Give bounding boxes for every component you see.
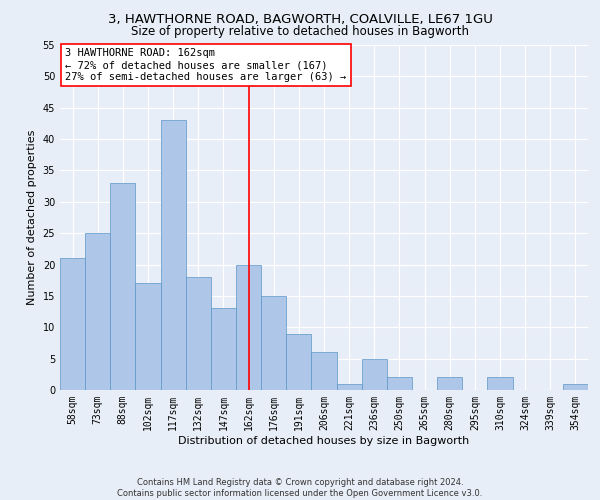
Text: Size of property relative to detached houses in Bagworth: Size of property relative to detached ho… [131, 25, 469, 38]
Bar [337, 384, 362, 390]
Text: 3, HAWTHORNE ROAD, BAGWORTH, COALVILLE, LE67 1GU: 3, HAWTHORNE ROAD, BAGWORTH, COALVILLE, … [107, 12, 493, 26]
Bar [211, 308, 236, 390]
Bar [311, 352, 337, 390]
Y-axis label: Number of detached properties: Number of detached properties [27, 130, 37, 305]
Bar [362, 358, 387, 390]
Bar [387, 378, 412, 390]
Bar [261, 296, 286, 390]
Bar [236, 264, 261, 390]
Text: 3 HAWTHORNE ROAD: 162sqm
← 72% of detached houses are smaller (167)
27% of semi-: 3 HAWTHORNE ROAD: 162sqm ← 72% of detach… [65, 48, 347, 82]
X-axis label: Distribution of detached houses by size in Bagworth: Distribution of detached houses by size … [178, 436, 470, 446]
Bar [487, 378, 512, 390]
Text: Contains HM Land Registry data © Crown copyright and database right 2024.
Contai: Contains HM Land Registry data © Crown c… [118, 478, 482, 498]
Bar [60, 258, 85, 390]
Bar [136, 284, 161, 390]
Bar [110, 183, 136, 390]
Bar [286, 334, 311, 390]
Bar [186, 277, 211, 390]
Bar [161, 120, 186, 390]
Bar [85, 233, 110, 390]
Bar [563, 384, 588, 390]
Bar [437, 378, 462, 390]
